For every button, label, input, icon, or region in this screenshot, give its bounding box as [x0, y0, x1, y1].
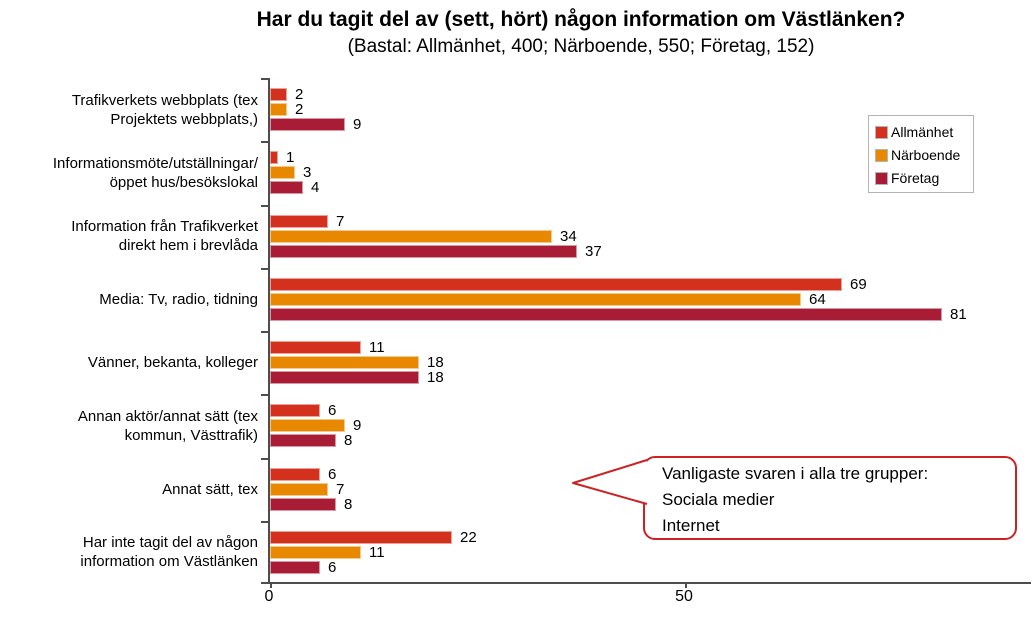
bar-närboende: [270, 292, 801, 306]
x-axis-tick: [270, 582, 272, 588]
bar-value-label: 11: [369, 339, 385, 357]
bar-value-label: 2: [295, 86, 304, 104]
legend-label: Närboende: [891, 147, 961, 163]
bar-value-label: 3: [303, 164, 312, 182]
bar-närboende: [270, 545, 361, 559]
bar-value-label: 81: [950, 305, 967, 323]
bar-value-label: 6: [328, 558, 337, 576]
y-axis-tick: [261, 78, 270, 80]
x-axis-tick-label: 50: [675, 588, 693, 605]
legend-label: Företag: [891, 170, 940, 186]
bar-allmänhet: [270, 404, 320, 418]
category-label: Annan aktör/annat sätt (tex kommun, Väst…: [77, 407, 258, 444]
bar-value-label: 34: [560, 227, 577, 245]
bar-value-label: 8: [344, 495, 353, 513]
bar-value-label: 22: [460, 528, 477, 546]
plot-area: 2 2 9 1 3 4 7 34 37 69 64 81 11 18 18 6 9 8 6 7 8 22 11 6: [261, 78, 1031, 588]
bar-value-label: 37: [585, 242, 602, 260]
bar-value-label: 64: [809, 290, 826, 308]
bar-value-label: 7: [336, 480, 345, 498]
bar-group: 22 11 6: [270, 521, 1031, 584]
x-axis-tick-label: 0: [264, 588, 274, 605]
callout-line: Vanligaste svaren i alla tre grupper:: [662, 464, 929, 483]
y-axis-tick: [261, 204, 270, 207]
bar-företag: [270, 560, 320, 574]
legend-item: Allmänhet: [875, 124, 967, 140]
bar-närboende: [270, 103, 287, 117]
bar-företag: [270, 307, 942, 321]
bar-närboende: [270, 229, 552, 243]
bar-value-label: 18: [427, 369, 444, 387]
category-label: Trafikverkets webbplats (tex Projektets …: [71, 91, 258, 128]
bar-value-label: 11: [369, 543, 385, 561]
bar-allmänhet: [270, 467, 320, 481]
legend-item: Närboende: [875, 147, 967, 163]
bar-allmänhet: [270, 341, 361, 355]
bar-group: 11 18 18: [270, 331, 1031, 394]
bar-företag: [270, 371, 419, 385]
bar-group: 7 34 37: [270, 205, 1031, 268]
bar-närboende: [270, 356, 419, 370]
y-axis-tick: [261, 457, 270, 460]
bar-företag: [270, 181, 303, 195]
legend-color-swatch-icon: [875, 148, 888, 162]
bar-allmänhet: [270, 151, 278, 165]
bar-value-label: 69: [850, 275, 867, 293]
y-axis-tick: [261, 331, 270, 333]
bar-value-label: 8: [344, 432, 353, 450]
bar-företag: [270, 497, 336, 511]
callout-line: Internet: [662, 516, 720, 535]
bar-value-label: 1: [286, 149, 295, 167]
bar-allmänhet: [270, 214, 328, 228]
bar-value-label: 9: [353, 116, 362, 134]
y-axis-tick: [261, 394, 270, 397]
bar-value-label: 4: [311, 179, 320, 197]
legend-item: Företag: [875, 170, 967, 186]
category-label: Informationsmöte/utställningar/ öppet hu…: [52, 154, 258, 191]
bar-företag: [270, 118, 345, 132]
bar-value-label: 6: [328, 402, 337, 420]
bar-närboende: [270, 482, 328, 496]
bar-value-label: 6: [328, 465, 337, 483]
callout-line: Sociala medier: [662, 490, 775, 509]
category-label: Har inte tagit del av någon information …: [80, 534, 258, 571]
bar-value-label: 2: [295, 101, 304, 119]
bar-allmänhet: [270, 277, 842, 291]
bar-value-label: 9: [353, 417, 362, 435]
legend-color-swatch-icon: [875, 125, 888, 139]
category-label: Information från Trafikverket direkt hem…: [71, 218, 258, 255]
y-axis-tick: [261, 141, 270, 144]
bar-value-label: 18: [427, 354, 444, 372]
bar-närboende: [270, 166, 295, 180]
bar-företag: [270, 244, 577, 258]
bar-value-label: 7: [336, 212, 345, 230]
y-axis-tick: [261, 267, 270, 270]
bar-företag: [270, 434, 336, 448]
bar-allmänhet: [270, 530, 452, 544]
category-label: Annat sätt, tex: [162, 480, 258, 498]
chart-subtitle: (Bastal: Allmänhet, 400; Närboende, 550;…: [347, 36, 815, 57]
bar-närboende: [270, 419, 345, 433]
legend: Allmänhet Närboende Företag: [868, 115, 974, 193]
callout-box: Vanligaste svaren i alla tre grupper: So…: [643, 456, 1017, 540]
x-axis-tick: [685, 582, 687, 588]
category-label: Media: Tv, radio, tidning: [99, 290, 258, 308]
bar-group: 69 64 81: [270, 268, 1031, 331]
bar-allmänhet: [270, 88, 287, 102]
chart-title: Har du tagit del av (sett, hört) någon i…: [256, 8, 906, 31]
y-axis-tick: [261, 520, 270, 523]
y-axis-tick: [261, 582, 270, 584]
legend-color-swatch-icon: [875, 171, 888, 185]
category-label: Vänner, bekanta, kolleger: [87, 354, 258, 372]
legend-label: Allmänhet: [891, 124, 954, 140]
